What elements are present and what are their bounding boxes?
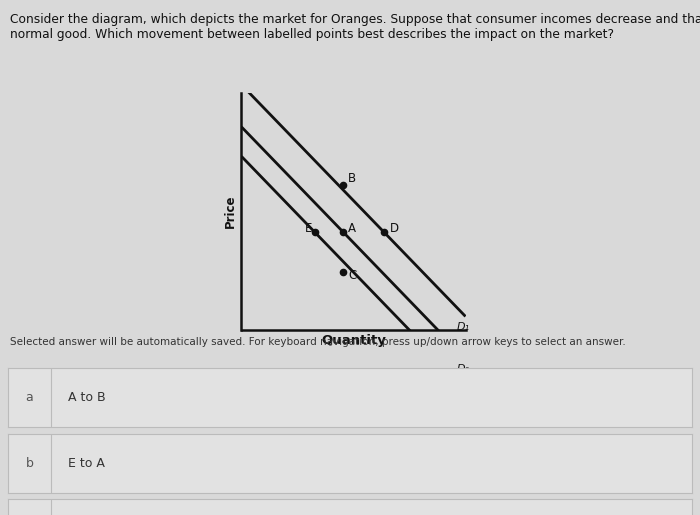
Text: A: A bbox=[348, 222, 356, 235]
Text: D: D bbox=[390, 222, 399, 235]
Text: E to A: E to A bbox=[68, 457, 105, 470]
Text: Selected answer will be automatically saved. For keyboard navigation, press up/d: Selected answer will be automatically sa… bbox=[10, 337, 626, 347]
Text: Consider the diagram, which depicts the market for Oranges. Suppose that consume: Consider the diagram, which depicts the … bbox=[10, 13, 700, 41]
Y-axis label: Price: Price bbox=[224, 194, 237, 228]
Text: a: a bbox=[26, 391, 34, 404]
Text: b: b bbox=[26, 457, 34, 470]
Text: D₁: D₁ bbox=[457, 322, 470, 332]
Text: D₀: D₀ bbox=[457, 364, 470, 374]
Text: C: C bbox=[348, 269, 356, 282]
Text: E: E bbox=[304, 222, 312, 235]
Text: D₂: D₂ bbox=[457, 394, 470, 404]
Text: A to B: A to B bbox=[68, 391, 106, 404]
Text: B: B bbox=[348, 171, 356, 185]
X-axis label: Quantity: Quantity bbox=[321, 334, 386, 347]
